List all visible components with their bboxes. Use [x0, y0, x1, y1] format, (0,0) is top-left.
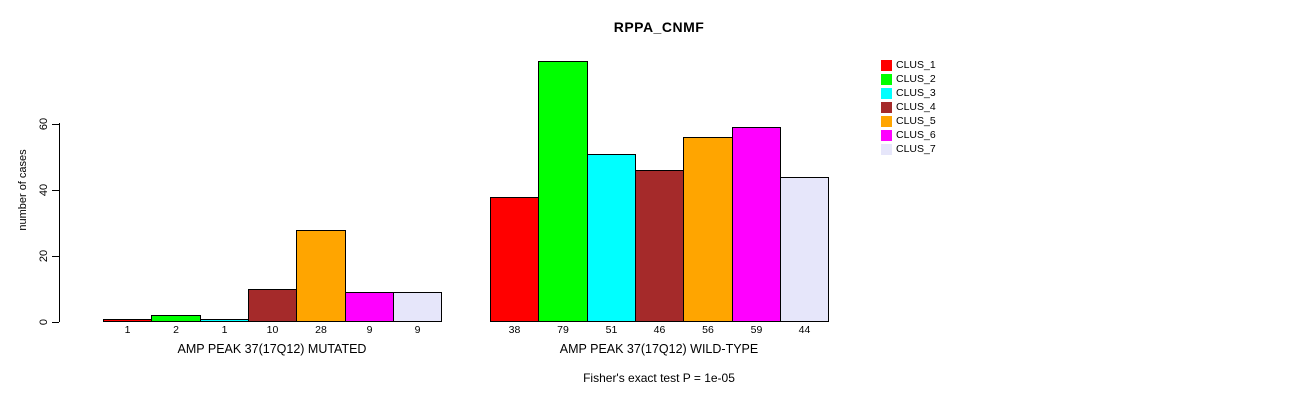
y-tick-mark: [52, 321, 59, 323]
legend-label: CLUS_5: [896, 115, 936, 127]
bar-clus_5-group-1: [296, 229, 346, 322]
legend-swatch-icon: [881, 101, 892, 113]
bar-clus_3-group-2: [587, 153, 636, 322]
legend-label: CLUS_4: [896, 101, 936, 113]
bar-clus_4-group-1: [248, 289, 297, 322]
legend-label: CLUS_1: [896, 59, 936, 71]
bar-clus_3-group-1: [200, 318, 249, 322]
y-tick-label: 20: [38, 249, 50, 262]
legend-swatch-icon: [881, 115, 892, 127]
legend-item-clus_5: CLUS_5: [881, 114, 936, 128]
bar-clus_6-group-2: [732, 127, 781, 322]
bar-clus_2-group-1: [151, 315, 201, 322]
y-tick-mark: [52, 123, 59, 125]
bar-value-label: 28: [315, 324, 327, 336]
chart-title: RPPA_CNMF: [613, 19, 705, 35]
bar-value-label: 38: [508, 324, 521, 336]
legend-item-clus_7: CLUS_7: [881, 142, 936, 156]
y-axis-line: [59, 123, 60, 322]
legend-item-clus_3: CLUS_3: [881, 86, 936, 100]
bar-value-label: 1: [124, 324, 131, 336]
legend-item-clus_2: CLUS_2: [881, 72, 936, 86]
bar-clus_7-group-1: [393, 292, 442, 322]
legend-swatch-icon: [881, 59, 892, 71]
y-axis-label: number of cases: [17, 149, 29, 231]
bar-clus_1-group-2: [490, 196, 539, 322]
bar-clus_4-group-2: [635, 170, 684, 322]
group-axis-label: AMP PEAK 37(17Q12) WILD-TYPE: [559, 342, 759, 356]
bar-clus_1-group-1: [103, 318, 152, 322]
bar-value-label: 10: [266, 324, 279, 336]
bar-value-label: 44: [798, 324, 811, 336]
fisher-test-note: Fisher's exact test P = 1e-05: [583, 371, 735, 385]
y-tick-label: 60: [38, 117, 50, 130]
bar-value-label: 51: [605, 324, 618, 336]
bar-clus_7-group-2: [780, 176, 829, 322]
legend-item-clus_4: CLUS_4: [881, 100, 936, 114]
bar-value-label: 1: [221, 324, 228, 336]
bar-value-label: 2: [173, 324, 179, 336]
y-tick-label: 0: [38, 318, 50, 325]
bar-clus_2-group-2: [538, 61, 588, 322]
legend-swatch-icon: [881, 73, 892, 85]
y-tick-mark: [52, 189, 59, 191]
legend-label: CLUS_7: [896, 143, 936, 155]
bar-clus_6-group-1: [345, 292, 394, 322]
legend-label: CLUS_3: [896, 87, 936, 99]
bar-clus_5-group-2: [683, 137, 733, 322]
legend-swatch-icon: [881, 129, 892, 141]
bar-value-label: 79: [557, 324, 569, 336]
legend-item-clus_1: CLUS_1: [881, 58, 936, 72]
y-tick-mark: [52, 255, 59, 257]
bar-value-label: 9: [366, 324, 373, 336]
y-tick-label: 40: [38, 183, 50, 196]
bar-value-label: 46: [653, 324, 666, 336]
bar-value-label: 59: [750, 324, 763, 336]
group-axis-label: AMP PEAK 37(17Q12) MUTATED: [177, 342, 367, 356]
legend-label: CLUS_2: [896, 73, 936, 85]
legend-swatch-icon: [881, 87, 892, 99]
legend-label: CLUS_6: [896, 129, 936, 141]
legend: CLUS_1 CLUS_2 CLUS_3 CLUS_4 CLUS_5 CLUS_6 CLUS…: [881, 58, 936, 156]
bar-value-label: 56: [702, 324, 714, 336]
legend-swatch-icon: [881, 143, 892, 155]
legend-item-clus_6: CLUS_6: [881, 128, 936, 142]
bar-value-label: 9: [414, 324, 421, 336]
